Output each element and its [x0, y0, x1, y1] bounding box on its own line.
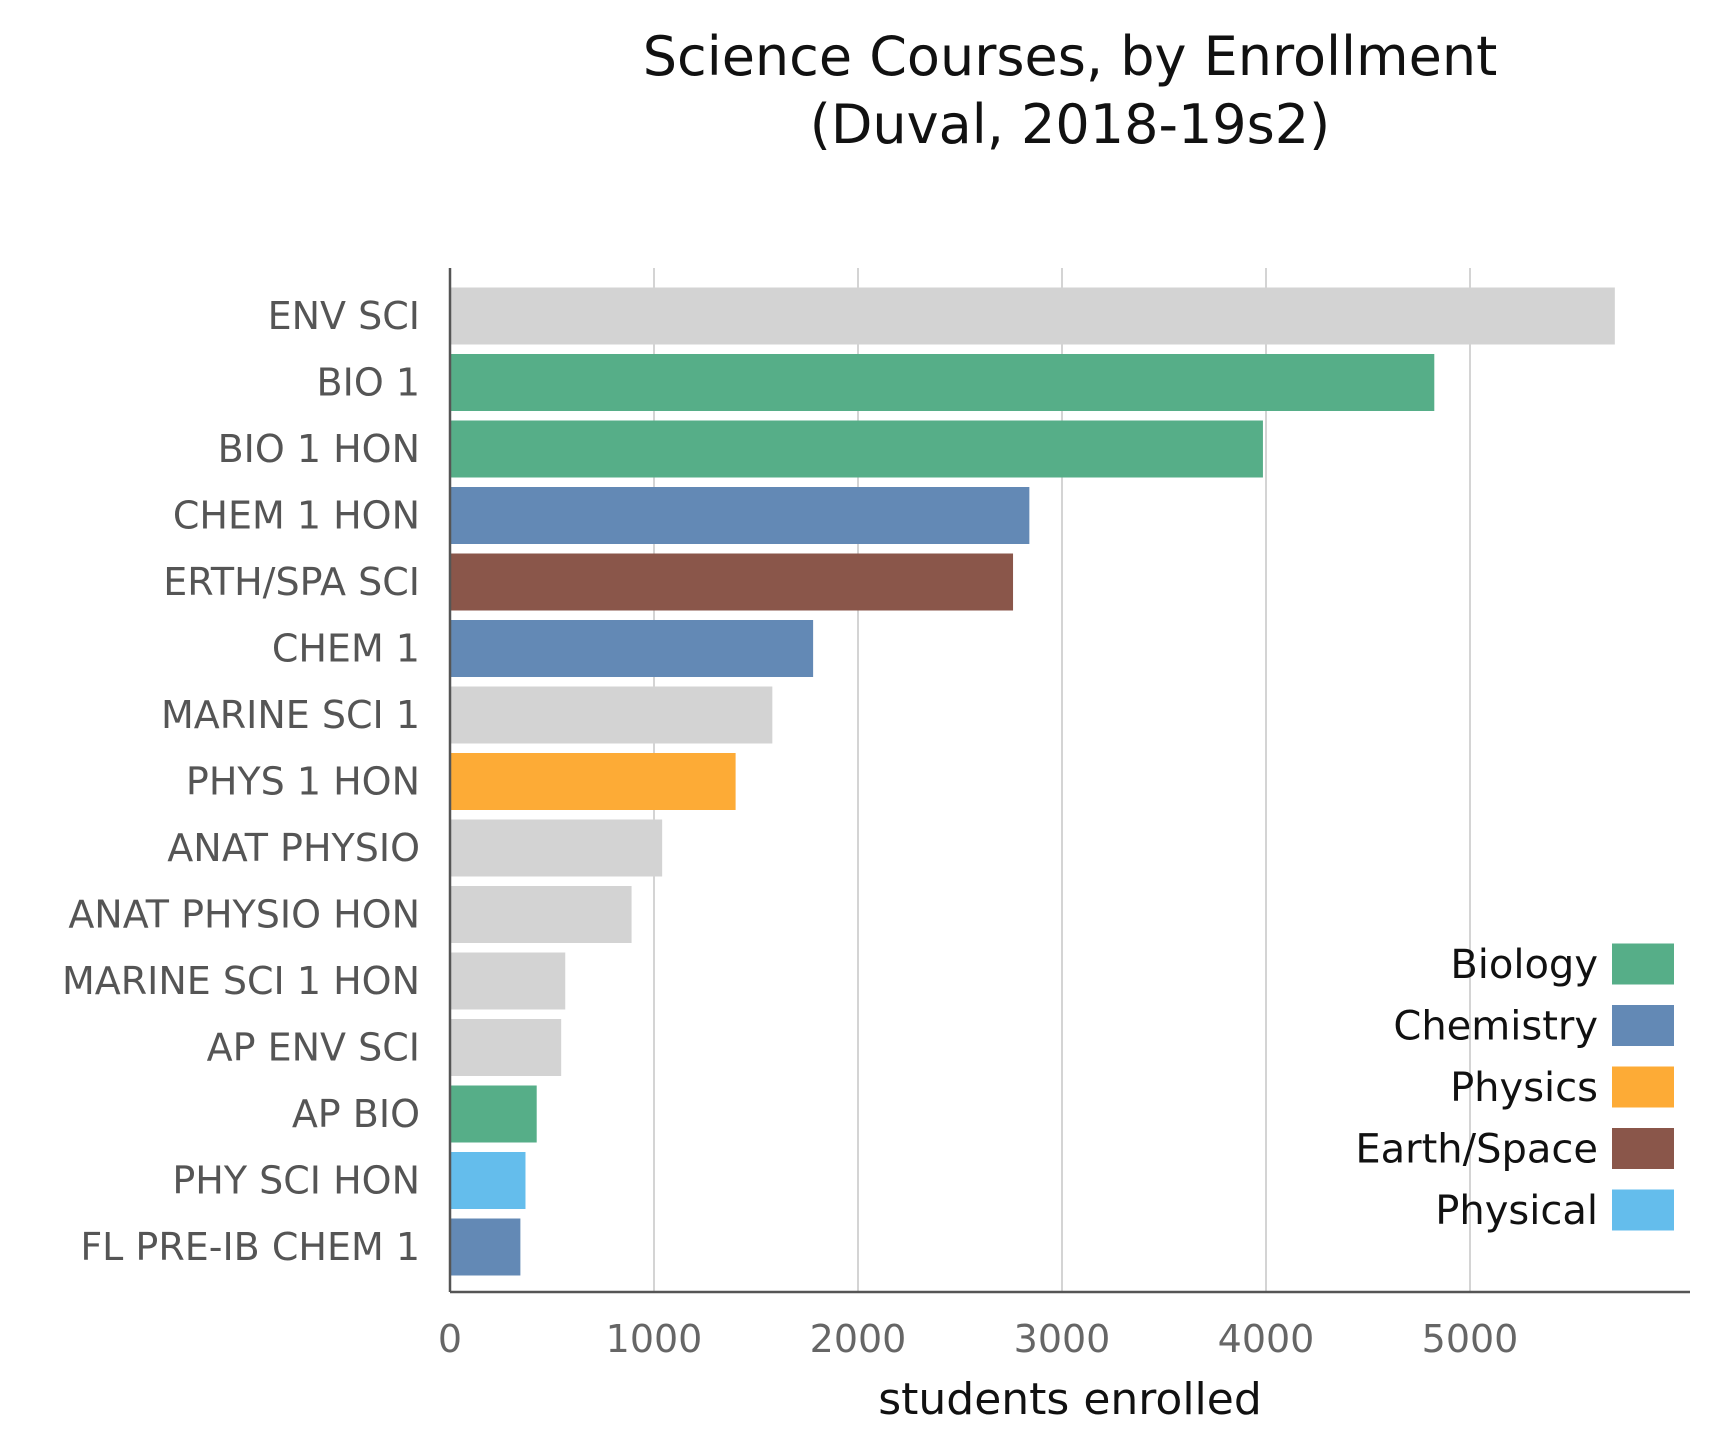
chart-title-line-1: Science Courses, by Enrollment — [643, 25, 1498, 88]
category-label: MARINE SCI 1 HON — [62, 959, 420, 1003]
legend-swatch-physical — [1612, 1189, 1674, 1231]
axes — [448, 268, 1690, 1294]
x-tick-label: 2000 — [810, 1317, 907, 1361]
bar-anat-physio — [450, 819, 663, 877]
category-label: ANAT PHYSIO HON — [68, 893, 420, 937]
bar-phys-1-hon — [450, 753, 736, 810]
bar-marine-sci-1 — [450, 686, 773, 744]
bar-erth-spa-sci — [450, 553, 1014, 611]
bars — [450, 287, 1615, 1276]
category-label: PHYS 1 HON — [186, 760, 420, 804]
legend-label: Chemistry — [1393, 1004, 1598, 1050]
bar-bio-1 — [450, 354, 1435, 411]
bar-chem-1 — [450, 620, 814, 677]
legend: Biology Chemistry Physics Earth/Space Physic… — [1355, 942, 1674, 1234]
category-label: BIO 1 HON — [218, 427, 420, 471]
legend-label: Physics — [1450, 1065, 1598, 1111]
legend-swatch-biology — [1612, 943, 1674, 985]
legend-swatch-earth-space — [1612, 1128, 1674, 1169]
category-labels: ENV SCI BIO 1 BIO 1 HON CHEM 1 HON ERTH/SPA … — [62, 294, 420, 1269]
legend-label: Physical — [1435, 1188, 1598, 1234]
legend-label: Biology — [1450, 942, 1598, 988]
bar-chem-1-hon — [450, 487, 1030, 544]
x-tick-label: 3000 — [1014, 1317, 1111, 1361]
legend-label: Earth/Space — [1355, 1127, 1598, 1173]
category-label: ANAT PHYSIO — [167, 826, 420, 870]
category-label: MARINE SCI 1 — [161, 693, 420, 737]
bar-marine-sci-1-hon — [450, 952, 566, 1010]
bar-phy-sci-hon — [450, 1152, 526, 1209]
category-label: PHY SCI HON — [172, 1159, 420, 1203]
x-tick-label: 0 — [438, 1317, 462, 1361]
x-tick-label: 1000 — [606, 1317, 703, 1361]
x-tick-label: 5000 — [1422, 1317, 1519, 1361]
x-tick-label: 4000 — [1218, 1317, 1315, 1361]
category-label: ENV SCI — [268, 294, 420, 338]
legend-swatch-physics — [1612, 1066, 1674, 1108]
bar-ap-bio — [450, 1085, 537, 1143]
category-label: AP ENV SCI — [207, 1026, 420, 1070]
category-label: ERTH/SPA SCI — [163, 560, 420, 604]
category-label: AP BIO — [292, 1092, 420, 1136]
bar-env-sci — [450, 287, 1615, 345]
x-tick-labels: 0 1000 2000 3000 4000 5000 — [438, 1317, 1518, 1361]
category-label: CHEM 1 HON — [173, 494, 420, 538]
x-axis-title: students enrolled — [878, 1374, 1262, 1425]
bar-anat-physio-hon — [450, 886, 632, 943]
category-label: BIO 1 — [317, 361, 420, 405]
legend-swatch-chemistry — [1612, 1005, 1674, 1046]
bar-fl-pre-ib-chem-1 — [450, 1218, 521, 1276]
category-label: CHEM 1 — [272, 627, 420, 671]
bar-ap-env-sci — [450, 1019, 562, 1076]
category-label: FL PRE-IB CHEM 1 — [80, 1225, 420, 1269]
bar-bio-1-hon — [450, 420, 1263, 478]
chart-title-line-2: (Duval, 2018-19s2) — [810, 93, 1330, 156]
